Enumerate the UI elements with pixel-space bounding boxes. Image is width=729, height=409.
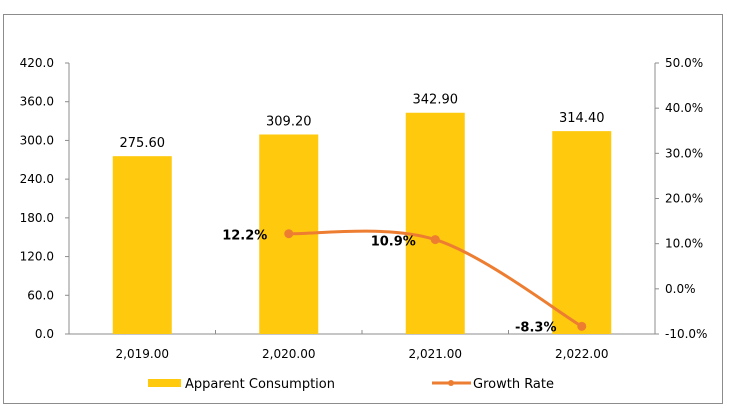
axes: 0.0 60.0 120.0 180.0 240.0 300.0 360.0 420.0 -10… bbox=[20, 56, 708, 361]
y-right-tick-label: 30.0% bbox=[665, 146, 703, 160]
y-right-tick-label: -10.0% bbox=[665, 327, 707, 341]
line-series bbox=[284, 229, 587, 331]
bar-data-label: 275.60 bbox=[120, 136, 166, 151]
line-marker bbox=[430, 235, 440, 245]
legend-label-bar: Apparent Consumption bbox=[185, 377, 335, 392]
y-left-tick-label: 240.0 bbox=[20, 172, 54, 186]
y-right-tick-label: 20.0% bbox=[665, 192, 703, 206]
y-left-tick-label: 180.0 bbox=[20, 211, 54, 225]
bar-data-label: 309.20 bbox=[266, 114, 312, 129]
y-right-tick-label: 10.0% bbox=[665, 237, 703, 251]
x-tick-label: 2,021.00 bbox=[409, 347, 462, 361]
line-data-label: 10.9% bbox=[371, 235, 416, 250]
chart-frame bbox=[3, 14, 723, 404]
bar bbox=[112, 156, 172, 334]
data-labels: 275.60 309.20 342.90 314.40 12.2% 10.9% -8.3% bbox=[120, 93, 605, 336]
y-left-tick-label: 60.0 bbox=[27, 288, 54, 302]
bar bbox=[552, 131, 612, 334]
legend-marker bbox=[448, 380, 454, 386]
legend: Apparent Consumption Growth Rate bbox=[148, 377, 554, 392]
legend-label-line: Growth Rate bbox=[473, 377, 554, 392]
x-tick-label: 2,019.00 bbox=[116, 347, 169, 361]
line-data-label: 12.2% bbox=[222, 229, 267, 244]
bar-data-label: 342.90 bbox=[413, 93, 459, 108]
line-marker bbox=[284, 229, 294, 239]
x-tick-label: 2,020.00 bbox=[262, 347, 315, 361]
y-left-tick-label: 300.0 bbox=[20, 133, 54, 147]
y-left-tick-label: 420.0 bbox=[20, 56, 54, 70]
x-tick-label: 2,022.00 bbox=[555, 347, 608, 361]
y-right-tick-label: 0.0% bbox=[665, 282, 696, 296]
line-marker bbox=[577, 321, 587, 331]
line-data-label: -8.3% bbox=[515, 320, 556, 335]
bar-data-label: 314.40 bbox=[559, 111, 605, 126]
bar bbox=[405, 112, 465, 334]
legend-swatch-bar bbox=[148, 379, 181, 387]
y-right-tick-label: 50.0% bbox=[665, 56, 703, 70]
y-left-tick-label: 360.0 bbox=[20, 95, 54, 109]
y-left-tick-label: 120.0 bbox=[20, 250, 54, 264]
y-left-tick-label: 0.0 bbox=[35, 327, 54, 341]
bar-series bbox=[112, 112, 612, 334]
y-right-tick-label: 40.0% bbox=[665, 101, 703, 115]
